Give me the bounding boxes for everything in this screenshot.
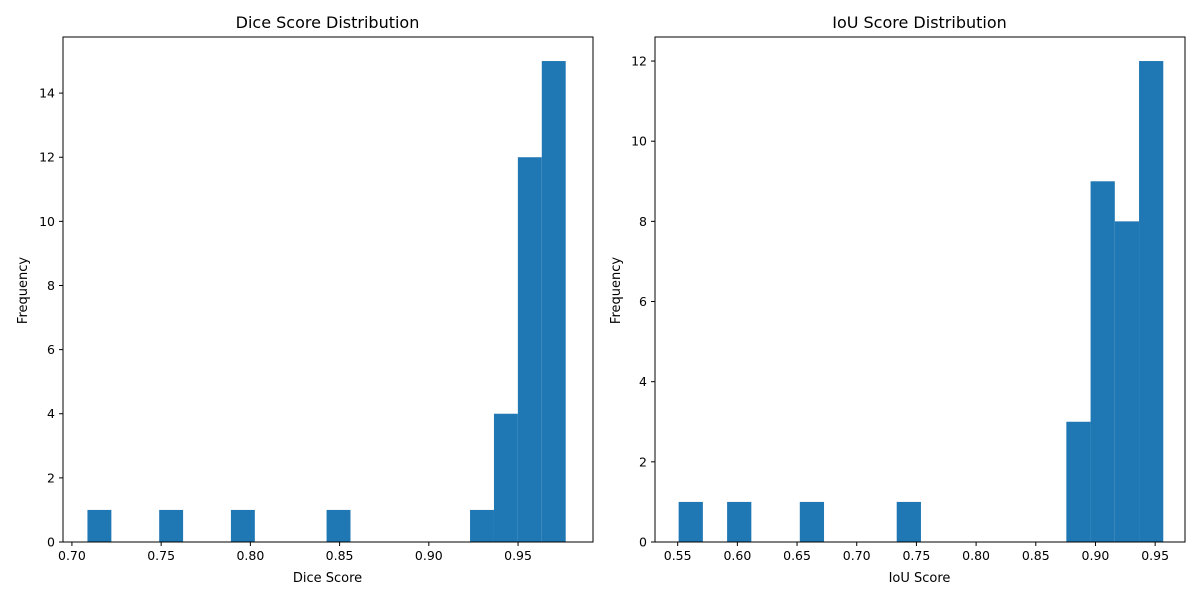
iou-y-tick-label: 4 [639, 374, 647, 389]
dice-x-tick-label: 0.75 [147, 548, 175, 563]
dice-x-axis-label: Dice Score [293, 571, 362, 586]
iou-x-tick-label: 0.60 [723, 548, 751, 563]
iou-y-tick-label: 10 [631, 134, 647, 149]
dice-x-tick-label: 0.90 [415, 548, 443, 563]
iou-x-tick-label: 0.95 [1141, 548, 1169, 563]
dice-y-tick-label: 4 [47, 406, 55, 421]
dice-x-tick-label: 0.70 [58, 548, 86, 563]
dice-histogram-bar [493, 413, 518, 542]
iou-y-tick-label: 8 [639, 214, 647, 229]
dice-x-tick-label: 0.95 [504, 548, 532, 563]
iou-y-tick-label: 12 [631, 54, 647, 69]
dice-y-tick-label: 6 [47, 342, 55, 357]
dice-histogram-bar [541, 61, 566, 543]
iou-x-tick-label: 0.55 [664, 548, 692, 563]
iou-x-tick-label: 0.85 [1022, 548, 1050, 563]
iou-axes-frame [654, 36, 1186, 543]
iou-histogram-bar [1066, 421, 1091, 542]
dice-histogram-bar [87, 509, 112, 542]
iou-histogram-bar [1090, 181, 1115, 543]
iou-histogram-bar [896, 501, 921, 542]
dice-x-tick-label: 0.85 [326, 548, 354, 563]
iou-x-tick-label: 0.90 [1082, 548, 1110, 563]
iou-y-axis-label: Frequency [609, 257, 624, 324]
iou-x-tick-label: 0.80 [962, 548, 990, 563]
dice-histogram-bar [159, 509, 184, 542]
dice-chart: Dice Score Distribution Dice Score Frequ… [16, 13, 594, 586]
iou-x-tick-label: 0.75 [902, 548, 930, 563]
dice-histogram-bar [326, 509, 351, 542]
dice-chart-title: Dice Score Distribution [236, 13, 420, 32]
iou-histogram-bar [727, 501, 752, 542]
iou-histogram-bar [1114, 221, 1140, 542]
dice-y-tick-label: 2 [47, 470, 55, 485]
dice-y-tick-label: 10 [39, 214, 55, 229]
dice-x-tick-label: 0.80 [236, 548, 264, 563]
dice-histogram-bar [517, 157, 542, 542]
iou-x-axis-label: IoU Score [889, 571, 951, 586]
dice-histogram-bar [230, 509, 255, 542]
iou-chart: IoU Score Distribution IoU Score Frequen… [609, 13, 1186, 586]
iou-y-tick-label: 0 [639, 535, 647, 550]
iou-y-tick-label: 6 [639, 294, 647, 309]
iou-histogram-bar [799, 501, 825, 542]
iou-histogram-bar [1139, 61, 1164, 543]
dice-y-tick-label: 12 [39, 150, 55, 165]
dice-y-tick-label: 8 [47, 278, 55, 293]
iou-x-tick-label: 0.70 [843, 548, 871, 563]
dice-histogram-bar [470, 509, 494, 542]
dice-y-tick-label: 0 [47, 535, 55, 550]
iou-y-tick-label: 2 [639, 454, 647, 469]
iou-chart-title: IoU Score Distribution [832, 13, 1007, 32]
iou-histogram-bar [678, 501, 703, 542]
dice-y-tick-label: 14 [39, 86, 55, 101]
dice-axes-frame [62, 36, 594, 543]
dice-y-axis-label: Frequency [16, 257, 31, 324]
iou-x-tick-label: 0.65 [783, 548, 811, 563]
